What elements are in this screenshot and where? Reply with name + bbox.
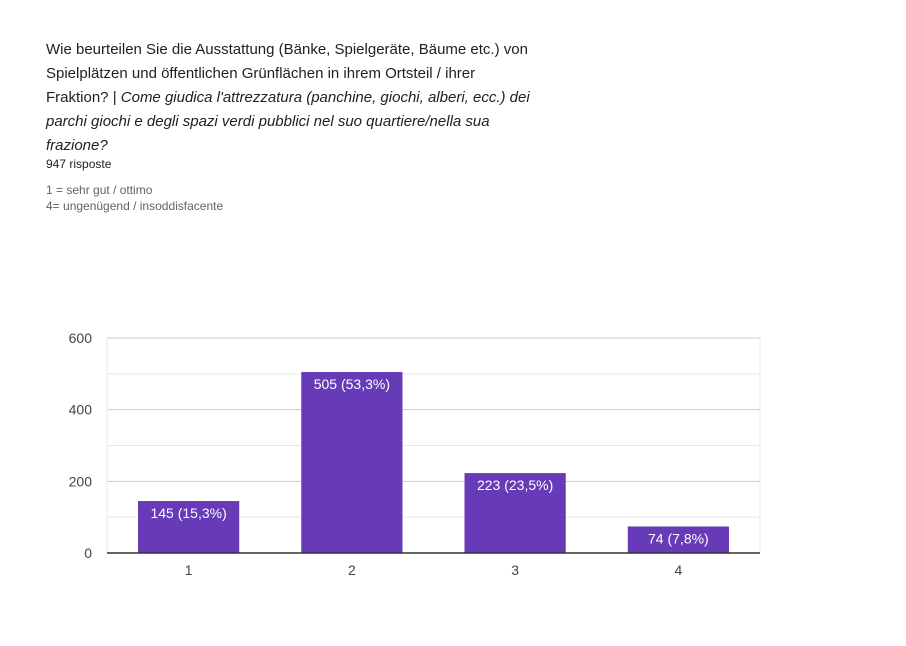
chart-gridlines <box>106 337 761 553</box>
y-tick-label: 600 <box>69 330 93 346</box>
response-count: 947 risposte <box>46 157 112 171</box>
question-text-german: Wie beurteilen Sie die Ausstattung (Bänk… <box>46 41 528 106</box>
bar-1 <box>138 501 240 553</box>
question-title: Wie beurteilen Sie die Ausstattung (Bänk… <box>46 38 536 158</box>
x-tick-label-3: 3 <box>511 562 519 578</box>
chart-bars <box>138 372 729 553</box>
y-tick-label: 0 <box>84 545 92 561</box>
scale-description-line-1: 1 = sehr gut / ottimo <box>46 183 153 197</box>
y-tick-label: 200 <box>69 473 93 489</box>
chart-y-axis-ticks: 0 200 400 600 <box>69 330 93 561</box>
bar-3 <box>464 473 566 553</box>
bar-data-label-3: 223 (23,5%) <box>477 477 553 493</box>
x-tick-label-2: 2 <box>348 562 356 578</box>
question-text-italian: Come giudica l'attrezzatura (panchine, g… <box>46 89 530 154</box>
scale-description: 1 = sehr gut / ottimo 4= ungenügend / in… <box>46 182 223 214</box>
x-tick-label-1: 1 <box>185 562 193 578</box>
chart-x-axis-ticks: 1 2 3 4 <box>185 562 683 578</box>
chart-data-labels: 145 (15,3%) 505 (53,3%) 223 (23,5%) 74 (7,8… <box>150 376 708 546</box>
bar-data-label-2: 505 (53,3%) <box>314 376 390 392</box>
bar-2 <box>301 372 403 553</box>
bar-data-label-4: 74 (7,8%) <box>648 530 709 546</box>
bar-4 <box>627 526 729 553</box>
x-tick-label-4: 4 <box>674 562 682 578</box>
bar-data-label-1: 145 (15,3%) <box>150 505 226 521</box>
scale-description-line-2: 4= ungenügend / insoddisfacente <box>46 199 224 213</box>
y-tick-label: 400 <box>69 402 93 418</box>
